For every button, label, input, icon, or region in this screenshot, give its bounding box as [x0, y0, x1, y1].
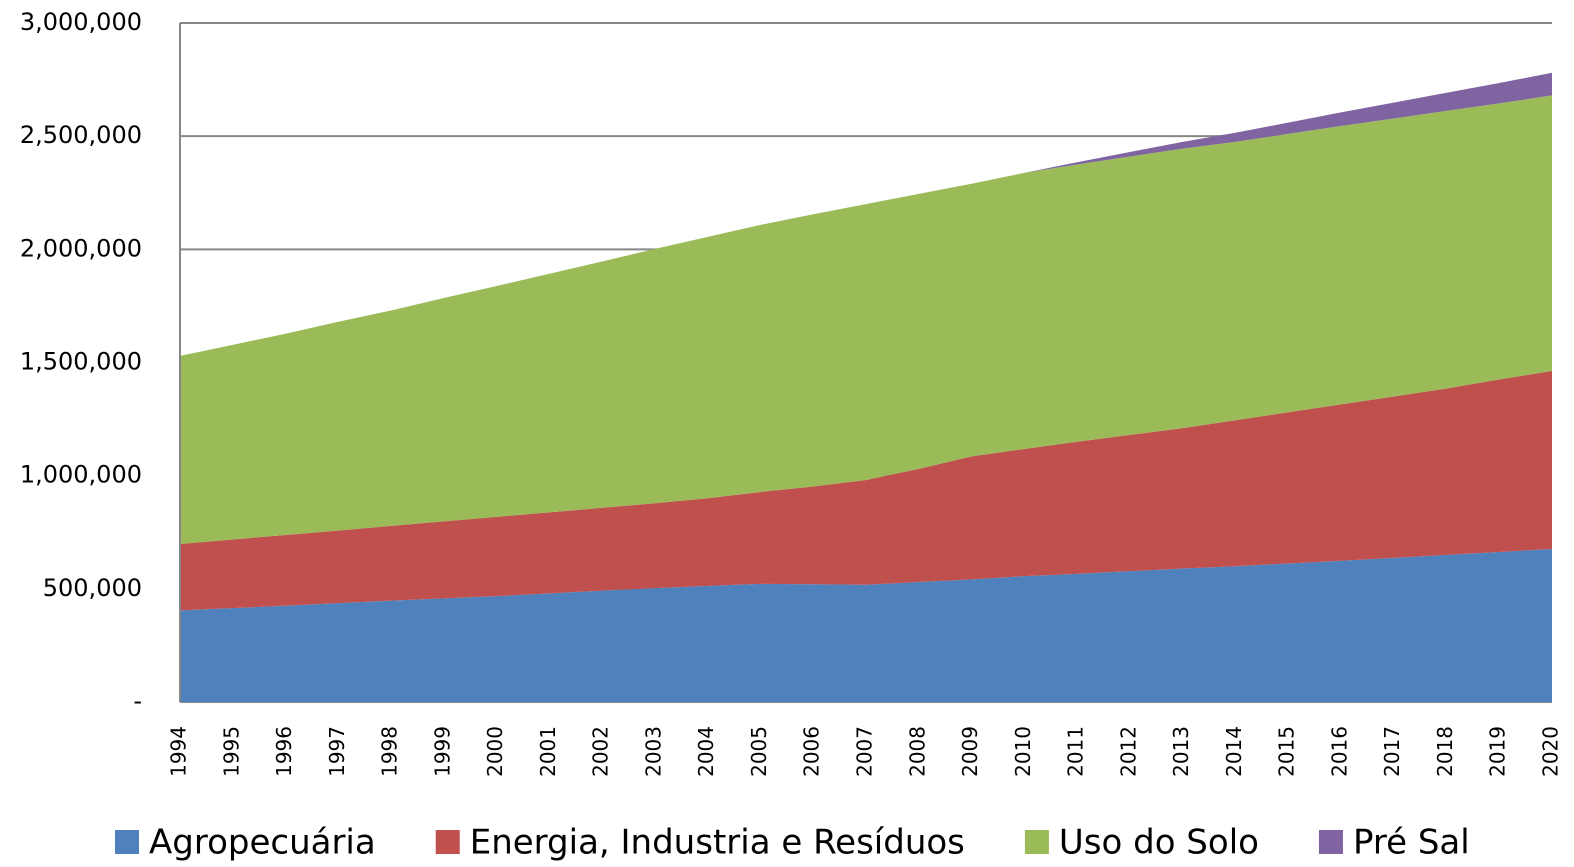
x-tick-label: 2013	[1169, 726, 1193, 777]
x-tick-label: 2007	[853, 726, 877, 777]
y-tick-label: 500,000	[43, 574, 142, 602]
legend-label: Uso do Solo	[1059, 823, 1259, 863]
x-tick-label: 2008	[905, 726, 929, 777]
x-tick-label: 2017	[1380, 726, 1404, 777]
x-tick-label: 2019	[1486, 726, 1510, 777]
y-tick-label: 2,500,000	[20, 121, 142, 149]
legend-label: Energia, Industria e Resíduos	[470, 823, 965, 863]
x-tick-label: 2014	[1222, 726, 1246, 777]
x-tick-label: 1996	[272, 726, 296, 777]
x-tick-label: 2020	[1539, 726, 1563, 777]
legend-swatch	[115, 830, 139, 854]
y-tick-label: 2,000,000	[20, 234, 142, 262]
y-tick-label: 3,000,000	[20, 8, 142, 36]
x-tick-label: 2011	[1064, 726, 1088, 777]
legend-label: Agropecuária	[149, 823, 376, 863]
y-tick-label: 1,500,000	[20, 348, 142, 376]
x-tick-label: 2001	[536, 726, 560, 777]
x-tick-label: 1998	[378, 726, 402, 777]
x-tick-label: 1994	[167, 726, 191, 777]
legend: Agropecuária Energia, Industria e Resíduo…	[115, 823, 1470, 863]
legend-swatch	[1024, 830, 1049, 854]
x-tick-label: 2006	[800, 726, 824, 777]
x-tick-label: 2000	[483, 726, 507, 777]
x-tick-label: 2016	[1327, 726, 1351, 777]
x-tick-label: 2002	[589, 726, 613, 777]
x-tick-label: 2012	[1116, 726, 1140, 777]
legend-swatch	[1318, 830, 1343, 854]
x-tick-label: 1995	[219, 726, 243, 777]
y-tick-label: -	[133, 687, 142, 715]
x-tick-label: 2018	[1433, 726, 1457, 777]
x-tick-label: 1997	[325, 726, 349, 777]
legend-label: Pré Sal	[1353, 823, 1470, 863]
x-tick-label: 1999	[430, 726, 454, 777]
area	[180, 95, 1552, 545]
area	[180, 370, 1552, 611]
area	[180, 548, 1552, 702]
x-tick-label: 2005	[747, 726, 771, 777]
area	[180, 72, 1552, 356]
legend-swatch	[435, 830, 460, 854]
x-tick-label: 2004	[694, 726, 718, 777]
x-tick-label: 2010	[1011, 726, 1035, 777]
x-tick-label: 2015	[1275, 726, 1299, 777]
y-tick-label: 1,000,000	[20, 461, 142, 489]
x-tick-label: 2009	[958, 726, 982, 777]
x-tick-label: 2003	[641, 726, 665, 777]
